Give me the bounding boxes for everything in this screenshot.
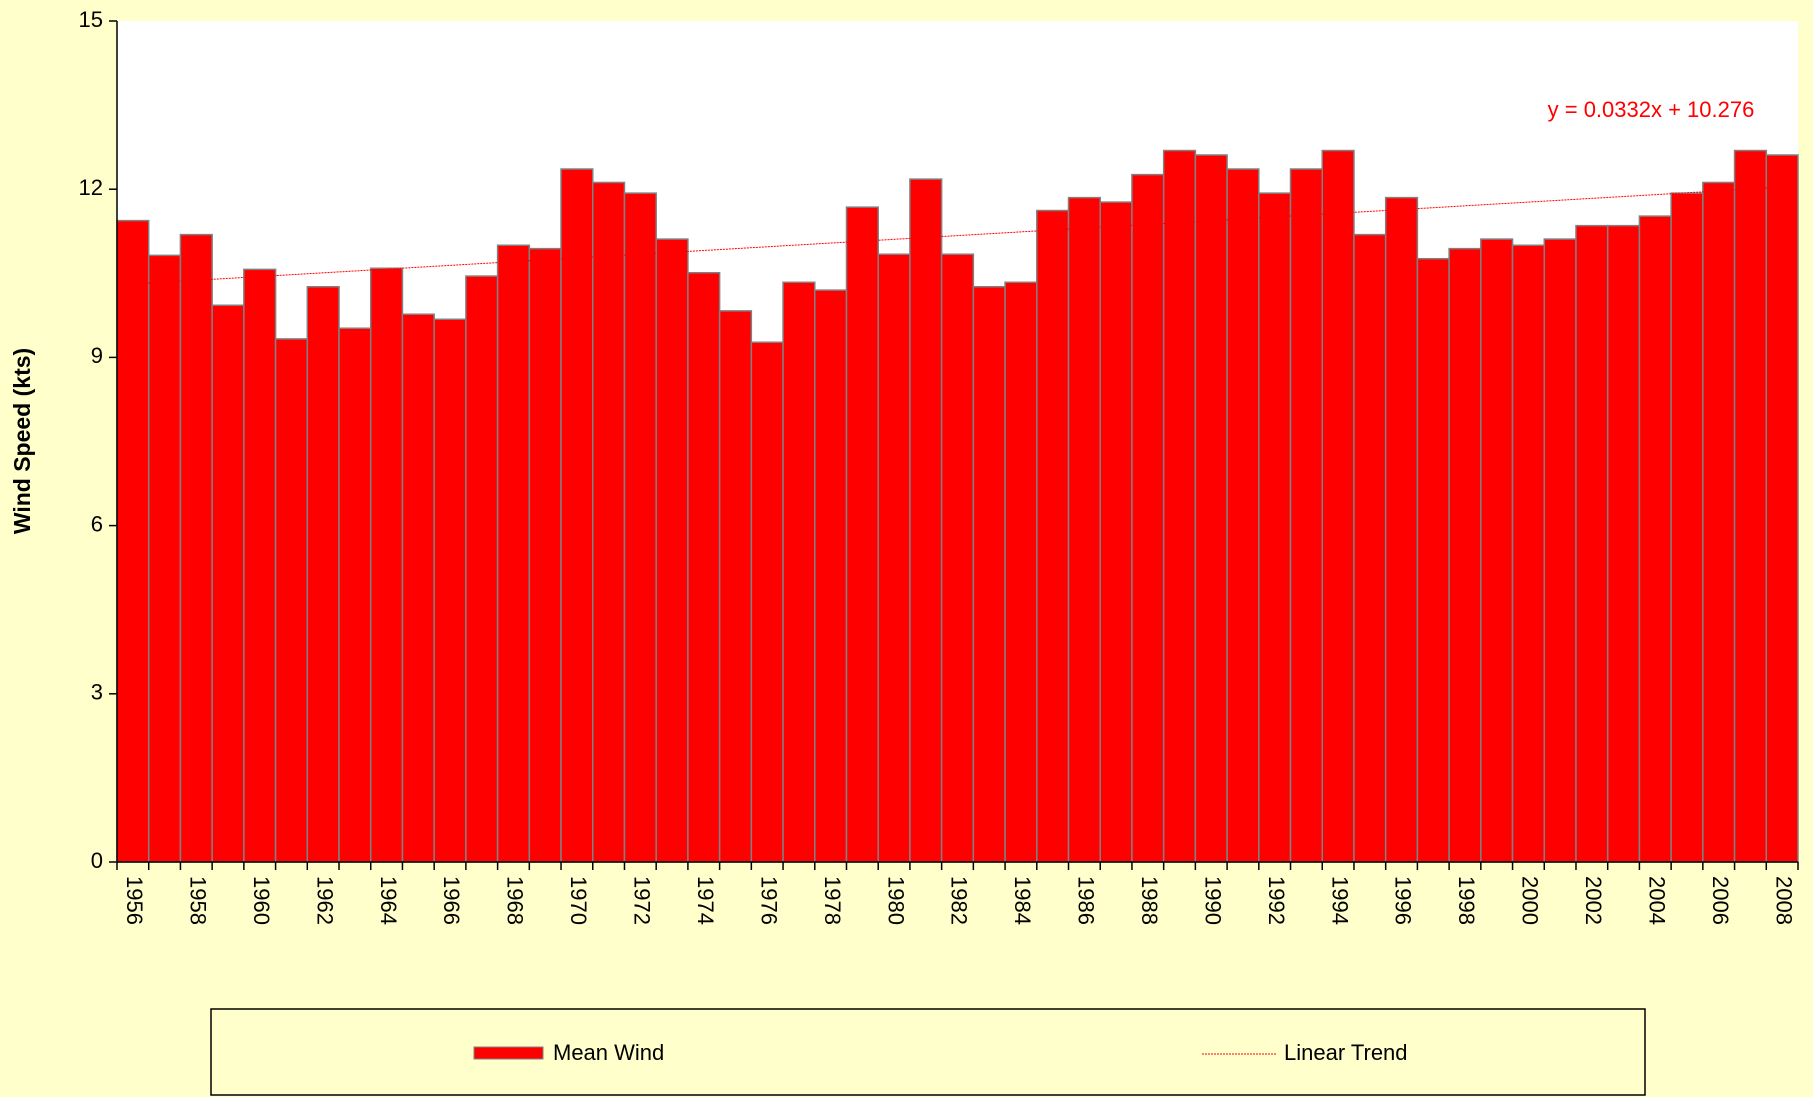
- bar: [1575, 224, 1609, 863]
- bar: [433, 318, 467, 863]
- trend-line: [132, 186, 1783, 285]
- x-tick-label: 1956: [122, 876, 147, 925]
- bar: [1543, 238, 1577, 863]
- bar: [369, 267, 404, 863]
- y-tick-label: 3: [91, 680, 103, 705]
- bar: [845, 206, 879, 863]
- bar: [877, 253, 911, 863]
- x-tick-label: 1980: [883, 876, 908, 925]
- x-tick-label: 1982: [947, 876, 972, 925]
- x-tick-label: 1986: [1074, 876, 1099, 925]
- bar: [179, 233, 213, 863]
- x-tick-label: 1962: [312, 876, 337, 925]
- bar: [306, 286, 340, 863]
- bar: [116, 219, 150, 863]
- bar: [1765, 154, 1799, 863]
- x-tick-label: 1990: [1200, 876, 1225, 925]
- legend-label: Mean Wind: [553, 1040, 664, 1065]
- legend-swatch: [473, 1046, 544, 1060]
- bar: [972, 286, 1006, 863]
- bar: [1067, 196, 1101, 863]
- y-tick-label: 12: [79, 175, 103, 200]
- bar: [1448, 247, 1482, 863]
- bar: [147, 254, 182, 863]
- legend: [210, 1008, 1646, 1096]
- y-tick-label: 15: [79, 7, 103, 32]
- x-tick-label: 1994: [1327, 876, 1352, 925]
- x-tick-label: 2002: [1581, 876, 1606, 925]
- bar: [1480, 238, 1514, 863]
- bar: [1670, 192, 1704, 863]
- bar: [274, 338, 309, 863]
- bar: [1353, 233, 1387, 863]
- bar: [1321, 149, 1355, 863]
- x-tick-label: 1988: [1137, 876, 1162, 925]
- x-tick-label: 1970: [566, 876, 591, 925]
- y-tick-label: 9: [91, 343, 103, 368]
- x-tick-label: 1992: [1264, 876, 1289, 925]
- x-tick-label: 1998: [1454, 876, 1479, 925]
- x-tick-label: 1984: [1010, 876, 1035, 925]
- y-axis-label: Wind Speed (kts): [9, 348, 35, 534]
- x-tick-label: 1966: [439, 876, 464, 925]
- y-tick-label: 6: [91, 511, 103, 536]
- bar: [1702, 181, 1736, 863]
- bar: [1036, 209, 1070, 863]
- bar: [496, 244, 531, 863]
- y-tick-label: 0: [91, 848, 103, 873]
- bar: [1004, 281, 1038, 863]
- x-tick-label: 1960: [249, 876, 274, 925]
- bar: [1416, 257, 1450, 863]
- bar: [1638, 215, 1672, 863]
- bar: [687, 271, 721, 863]
- x-tick-label: 1978: [820, 876, 845, 925]
- bar: [1131, 173, 1165, 863]
- x-tick-label: 2000: [1518, 876, 1543, 925]
- bar: [211, 304, 245, 863]
- bar: [1289, 168, 1323, 863]
- bar: [1162, 149, 1197, 863]
- trend-annotation: y = 0.0332x + 10.276: [1548, 97, 1755, 122]
- x-tick-label: 1996: [1391, 876, 1416, 925]
- bar: [560, 168, 594, 863]
- bar: [718, 310, 753, 863]
- x-tick-label: 2006: [1708, 876, 1733, 925]
- x-tick-label: 1964: [376, 876, 401, 925]
- x-tick-label: 2004: [1644, 876, 1669, 925]
- bar: [782, 281, 816, 863]
- x-tick-label: 1976: [756, 876, 781, 925]
- bar: [814, 289, 848, 863]
- bar: [1099, 201, 1133, 863]
- x-tick-label: 1974: [693, 876, 718, 925]
- bar: [401, 313, 435, 863]
- x-tick-label: 1968: [503, 876, 528, 925]
- bar: [592, 181, 626, 863]
- bar: [655, 238, 689, 863]
- bar: [1384, 196, 1419, 863]
- legend-label: Linear Trend: [1284, 1040, 1408, 1065]
- x-tick-label: 1972: [630, 876, 655, 925]
- bar: [1606, 224, 1641, 863]
- x-tick-label: 2008: [1771, 876, 1796, 925]
- bar: [1511, 244, 1546, 863]
- bar: [623, 192, 657, 863]
- bar: [909, 178, 943, 863]
- bar: [750, 341, 784, 863]
- bar: [1258, 192, 1292, 863]
- bar: [1733, 149, 1768, 863]
- bar: [940, 253, 975, 863]
- bar: [1226, 168, 1260, 863]
- bar: [243, 268, 277, 863]
- bar: [465, 275, 499, 863]
- bar: [528, 247, 562, 863]
- x-tick-label: 1958: [185, 876, 210, 925]
- bar: [338, 327, 372, 863]
- bar: [1194, 154, 1228, 863]
